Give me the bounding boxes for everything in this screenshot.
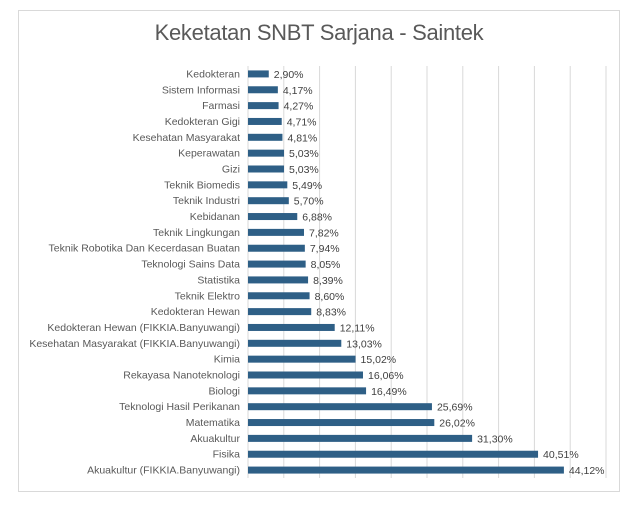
bar bbox=[248, 244, 305, 252]
category-label: Rekayasa Nanoteknologi bbox=[123, 370, 240, 382]
bar bbox=[248, 403, 432, 411]
category-label: Teknik Industri bbox=[173, 195, 240, 207]
data-label: 12,11% bbox=[340, 322, 375, 334]
category-label: Teknologi Sains Data bbox=[141, 259, 240, 271]
chart-title: Keketatan SNBT Sarjana - Saintek bbox=[154, 20, 484, 45]
bar bbox=[248, 197, 289, 205]
data-label: 8,83% bbox=[316, 307, 346, 319]
category-label: Akuakultur (FIKKIA.Banyuwangi) bbox=[87, 465, 240, 477]
category-label: Teknik Lingkungan bbox=[153, 227, 240, 239]
bar bbox=[248, 149, 285, 157]
category-label: Teknik Biomedis bbox=[164, 179, 240, 191]
data-label: 8,05% bbox=[311, 259, 341, 271]
data-label: 5,03% bbox=[289, 164, 319, 176]
category-label: Biologi bbox=[208, 385, 240, 397]
category-label: Matematika bbox=[186, 417, 240, 429]
data-label: 15,02% bbox=[361, 354, 397, 366]
category-label: Keperawatan bbox=[178, 148, 240, 160]
bar bbox=[248, 434, 473, 442]
bar bbox=[248, 308, 312, 316]
data-label: 5,03% bbox=[289, 148, 319, 160]
data-label: 13,03% bbox=[346, 338, 382, 350]
category-label: Sistem Informasi bbox=[162, 84, 240, 96]
data-label: 44,12% bbox=[569, 465, 605, 477]
bar bbox=[248, 213, 298, 221]
bar bbox=[248, 276, 309, 284]
data-label: 16,06% bbox=[368, 370, 404, 382]
data-label: 2,90% bbox=[274, 69, 304, 81]
data-label: 4,81% bbox=[287, 132, 317, 144]
bar bbox=[248, 323, 335, 331]
category-label: Teknik Elektro bbox=[175, 290, 241, 302]
category-label: Gizi bbox=[222, 164, 240, 176]
category-label: Kedokteran Hewan bbox=[151, 306, 240, 318]
bar bbox=[248, 70, 269, 78]
bar bbox=[248, 292, 310, 300]
bar bbox=[248, 133, 283, 141]
bar bbox=[248, 466, 564, 474]
data-label: 6,88% bbox=[302, 212, 332, 224]
data-label: 5,49% bbox=[292, 180, 322, 192]
data-label: 25,69% bbox=[437, 402, 473, 414]
category-label: Akuakultur bbox=[190, 433, 240, 445]
bar bbox=[248, 86, 278, 94]
bar bbox=[248, 339, 342, 347]
bar bbox=[248, 228, 304, 236]
category-label: Kimia bbox=[214, 354, 240, 366]
bar bbox=[248, 102, 279, 110]
bar bbox=[248, 371, 363, 379]
data-label: 4,27% bbox=[284, 101, 314, 113]
category-label: Teknik Robotika Dan Kecerdasan Buatan bbox=[49, 243, 241, 255]
data-label: 4,71% bbox=[287, 116, 317, 128]
category-label: Farmasi bbox=[202, 100, 240, 112]
data-label: 7,82% bbox=[309, 227, 339, 239]
data-label: 31,30% bbox=[477, 433, 513, 445]
data-label: 8,39% bbox=[313, 275, 343, 287]
data-label: 5,70% bbox=[294, 196, 324, 208]
chart-area bbox=[18, 10, 620, 492]
data-label: 26,02% bbox=[439, 418, 475, 430]
bar bbox=[248, 165, 285, 173]
data-label: 8,60% bbox=[315, 291, 345, 303]
bar bbox=[248, 450, 539, 458]
category-label: Teknologi Hasil Perikanan bbox=[119, 401, 240, 413]
bar bbox=[248, 117, 282, 125]
data-label: 7,94% bbox=[310, 243, 340, 255]
category-label: Statistika bbox=[197, 274, 240, 286]
bar bbox=[248, 355, 356, 363]
bar bbox=[248, 419, 435, 427]
bar bbox=[248, 387, 367, 395]
category-label: Fisika bbox=[213, 449, 241, 461]
category-label: Kedokteran bbox=[186, 68, 240, 80]
bar bbox=[248, 181, 288, 189]
data-label: 40,51% bbox=[543, 449, 579, 461]
category-label: Kebidanan bbox=[190, 211, 240, 223]
data-label: 16,49% bbox=[371, 386, 407, 398]
data-label: 4,17% bbox=[283, 85, 313, 97]
category-label: Kedokteran Gigi bbox=[165, 116, 240, 128]
category-label: Kesehatan Masyarakat (FIKKIA.Banyuwangi) bbox=[29, 338, 240, 350]
bar bbox=[248, 260, 306, 268]
category-label: Kedokteran Hewan (FIKKIA.Banyuwangi) bbox=[47, 322, 240, 334]
category-label: Kesehatan Masyarakat bbox=[133, 132, 240, 144]
